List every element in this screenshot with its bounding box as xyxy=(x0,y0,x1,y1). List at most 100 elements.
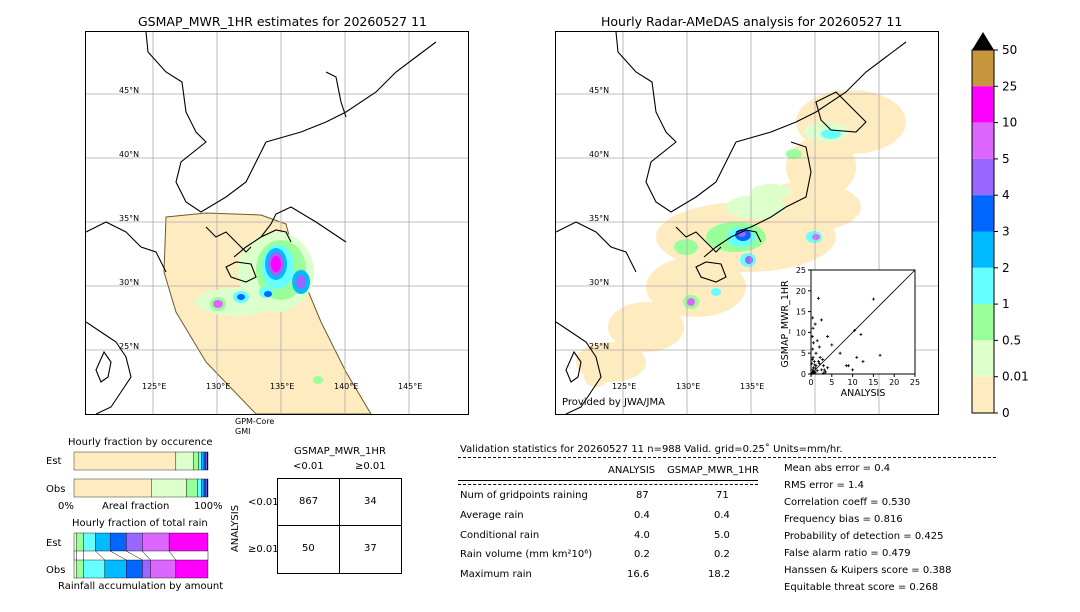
scatter-point xyxy=(811,347,815,351)
scatter-point xyxy=(824,370,828,374)
validation-score: Probability of detection = 0.425 xyxy=(784,531,944,542)
validation-row-analysis: 87 xyxy=(636,490,649,501)
contingency-side-label: ANALYSIS xyxy=(230,504,242,553)
scatter-point xyxy=(871,297,875,301)
scatter-point xyxy=(826,366,830,370)
colorbar-tick-label: 1 xyxy=(1002,297,1010,311)
contingency-row-lt: <0.01 xyxy=(248,497,279,508)
total-rain-link-line xyxy=(110,550,127,561)
total-rain-est-segment xyxy=(109,532,127,552)
scatter-point xyxy=(815,339,819,343)
scatter-point xyxy=(818,355,822,359)
scatter-point xyxy=(821,357,825,361)
occurrence-bars xyxy=(73,451,209,498)
total-rain-est-segment xyxy=(83,532,96,552)
scatter-point xyxy=(861,360,865,364)
rain-field xyxy=(196,232,323,384)
colorbar-swatch xyxy=(972,122,994,159)
validation-row-label: Num of gridpoints raining xyxy=(460,490,588,501)
scatter-point xyxy=(810,362,814,366)
scatter-point xyxy=(859,332,863,336)
total-rain-obs-segment xyxy=(83,559,106,579)
validation-col-rule xyxy=(458,480,758,481)
validation-score: False alarm ratio = 0.479 xyxy=(784,548,911,559)
occurrence-obs-segment xyxy=(186,478,198,498)
total-rain-link-line xyxy=(126,550,143,561)
validation-row-label: Rain volume (mm km²10⁶) xyxy=(460,549,593,560)
scatter-point xyxy=(814,351,818,355)
total-rain-est-segment xyxy=(168,532,209,552)
scatter-y-tick-label: 0 xyxy=(801,370,806,379)
scatter-x-tick-label: 0 xyxy=(808,378,813,387)
total-rain-bars xyxy=(73,532,209,579)
scatter-plot: 00 5 5 10 10 15 15 20 20 25 25 ANALYSIS GSMAP_MWR_1H… xyxy=(780,266,920,399)
validation-col-analysis: ANALYSIS xyxy=(608,465,656,476)
validation-header-rule xyxy=(458,457,996,458)
contingency-cell-22 xyxy=(339,525,402,574)
occurrence-obs-segment xyxy=(73,478,152,498)
data-credit: Provided by JWA/JMA xyxy=(562,397,665,408)
occurrence-obs-label: Obs xyxy=(46,484,66,495)
scatter-point xyxy=(846,364,850,368)
scatter-point xyxy=(811,316,815,320)
colorbar-swatch xyxy=(972,340,994,377)
occurrence-obs-segment xyxy=(207,478,209,498)
right-lat-label-30: 30°N xyxy=(589,278,609,287)
scatter-x-tick-label: 10 xyxy=(848,378,858,387)
scatter-point xyxy=(815,369,819,373)
scatter-point xyxy=(810,357,814,361)
total-rain-est-segment xyxy=(142,532,170,552)
right-map-title: Hourly Radar-AMeDAS analysis for 2026052… xyxy=(601,14,903,29)
validation-score: Frequency bias = 0.816 xyxy=(784,514,903,525)
occurrence-obs-segment xyxy=(203,478,207,498)
total-rain-est-segment xyxy=(126,532,143,552)
colorbar-tick-label: 10 xyxy=(1002,116,1017,130)
colorbar-swatch xyxy=(972,86,994,123)
occurrence-est-label: Est xyxy=(46,456,62,467)
validation-row-analysis: 0.2 xyxy=(634,549,650,560)
right-lat-label-40: 40°N xyxy=(589,150,609,159)
colorbar-tick-label: 50 xyxy=(1002,43,1017,57)
left-lon-label-135: 135°E xyxy=(270,382,294,391)
colorbar-swatch xyxy=(972,158,994,196)
scatter-point xyxy=(811,341,815,345)
left-lat-label-45: 45°N xyxy=(119,86,139,95)
colorbar-tick-label: 25 xyxy=(1002,79,1017,93)
left-lat-label-40: 40°N xyxy=(119,150,139,159)
left-lon-label-125: 125°E xyxy=(142,382,166,391)
scatter-point xyxy=(822,368,826,372)
satellite-swath xyxy=(163,212,372,414)
occurrence-obs-segment xyxy=(151,478,187,498)
occurrence-est-segment xyxy=(205,451,208,471)
right-map-canvas: 45°N 40°N 35°N 30°N 25°N 125°E 130°E 135… xyxy=(556,32,938,414)
scatter-point xyxy=(813,322,817,326)
scatter-point xyxy=(811,355,815,359)
scatter-point xyxy=(814,366,818,370)
left-lon-label-130: 130°E xyxy=(206,382,230,391)
left-lon-label-145: 145°E xyxy=(398,382,422,391)
right-lon-label-130: 130°E xyxy=(676,382,700,391)
scatter-point xyxy=(826,335,830,339)
scatter-point xyxy=(819,318,823,322)
scatter-point xyxy=(816,360,820,364)
colorbar-tick-label: 5 xyxy=(1002,152,1010,166)
validation-header: Validation statistics for 20260527 11 n=… xyxy=(460,444,843,455)
contingency-col-lt: <0.01 xyxy=(293,461,324,472)
scatter-point xyxy=(809,372,813,376)
validation-row-analysis: 0.4 xyxy=(634,510,650,521)
left-lon-label-140: 140°E xyxy=(334,382,358,391)
contingency-value-11: 867 xyxy=(299,496,319,507)
total-rain-obs-label: Obs xyxy=(46,565,66,576)
scatter-point xyxy=(817,345,821,349)
scatter-point xyxy=(853,328,857,332)
left-lat-label-25: 25°N xyxy=(119,342,139,351)
total-rain-obs-segment xyxy=(73,559,77,579)
validation-col-rule-2 xyxy=(458,484,758,485)
scatter-point xyxy=(855,355,859,359)
occurrence-est-segment xyxy=(198,451,202,471)
validation-score: Hanssen & Kuipers score = 0.388 xyxy=(784,565,952,576)
scatter-point xyxy=(813,371,817,375)
validation-row-gsmap: 71 xyxy=(716,490,729,501)
validation-row-label: Conditional rain xyxy=(460,530,540,541)
sensor-label-gmi: GMI xyxy=(235,427,251,436)
